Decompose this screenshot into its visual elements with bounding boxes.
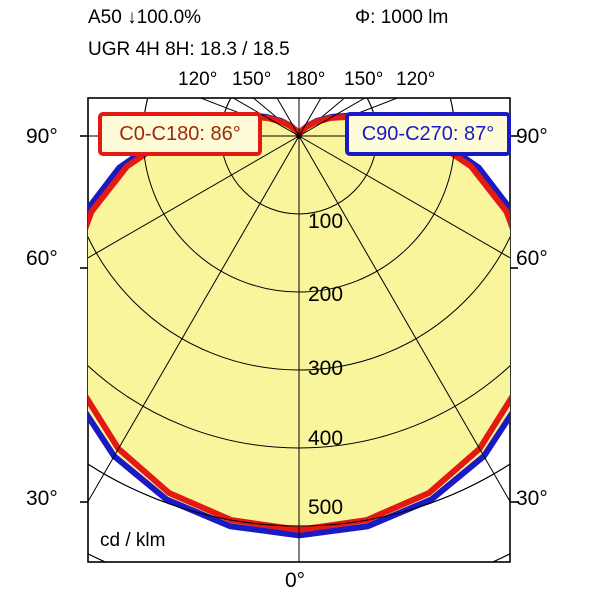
top-angle-label-180: 180° (286, 69, 326, 90)
top-angle-label-150-left: 150° (232, 69, 272, 90)
radial-tick-label-400: 400 (308, 427, 344, 450)
top-angle-label-150-right: 150° (344, 69, 384, 90)
left-angle-label-90: 90° (26, 125, 58, 148)
top-angle-label-120-left: 120° (178, 69, 218, 90)
a50-label: A50 ↓100.0% (88, 7, 202, 28)
radial-tick-label-100: 100 (308, 210, 344, 233)
ugr-label: UGR 4H 8H: 18.3 / 18.5 (88, 39, 290, 60)
left-angle-label-30: 30° (26, 487, 58, 510)
left-angle-label-60: 60° (26, 247, 58, 270)
right-angle-label-90: 90° (516, 125, 548, 148)
flux-label: Φ: 1000 lm (355, 7, 449, 28)
radial-tick-label-300: 300 (308, 357, 344, 380)
right-angle-label-60: 60° (516, 247, 548, 270)
grid-spoke-overlay-60-right (298, 135, 510, 259)
unit-label: cd / klm (100, 530, 166, 551)
legend-c0-c180-label: C0-C180: 86° (119, 122, 241, 145)
legend-c90-c270[interactable]: C90-C270: 87° (345, 112, 511, 156)
grid-spoke-overlay-60-left (88, 135, 300, 259)
grid-spoke-overlay-30-right (298, 135, 510, 503)
legend-c90-c270-label: C90-C270: 87° (361, 122, 495, 145)
radial-tick-label-500: 500 (308, 496, 344, 519)
radial-tick-label-200: 200 (308, 283, 344, 306)
axis-ticks (80, 135, 518, 503)
grid-spoke-overlay-30-left (88, 135, 300, 503)
legend-c0-c180[interactable]: C0-C180: 86° (98, 112, 262, 156)
top-angle-label-120-right: 120° (396, 69, 436, 90)
bottom-angle-label-0: 0° (285, 569, 306, 592)
right-angle-label-30: 30° (516, 487, 548, 510)
